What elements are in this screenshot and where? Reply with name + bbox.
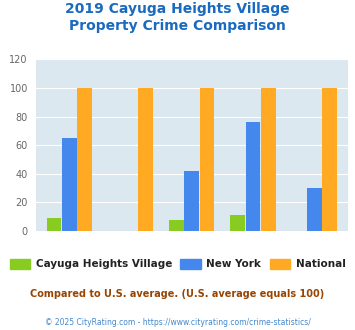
Bar [230, 215, 245, 231]
Text: © 2025 CityRating.com - https://www.cityrating.com/crime-statistics/: © 2025 CityRating.com - https://www.city… [45, 318, 310, 327]
Bar [77, 88, 92, 231]
Bar [322, 88, 337, 231]
Bar [47, 218, 61, 231]
Bar [307, 188, 322, 231]
Bar [169, 219, 184, 231]
Text: 2019 Cayuga Heights Village
Property Crime Comparison: 2019 Cayuga Heights Village Property Cri… [65, 2, 290, 33]
Bar [138, 88, 153, 231]
Bar [200, 88, 214, 231]
Bar [62, 138, 77, 231]
Legend: Cayuga Heights Village, New York, National: Cayuga Heights Village, New York, Nation… [5, 255, 350, 274]
Bar [184, 171, 199, 231]
Bar [261, 88, 275, 231]
Text: Compared to U.S. average. (U.S. average equals 100): Compared to U.S. average. (U.S. average … [31, 289, 324, 299]
Bar [246, 122, 260, 231]
